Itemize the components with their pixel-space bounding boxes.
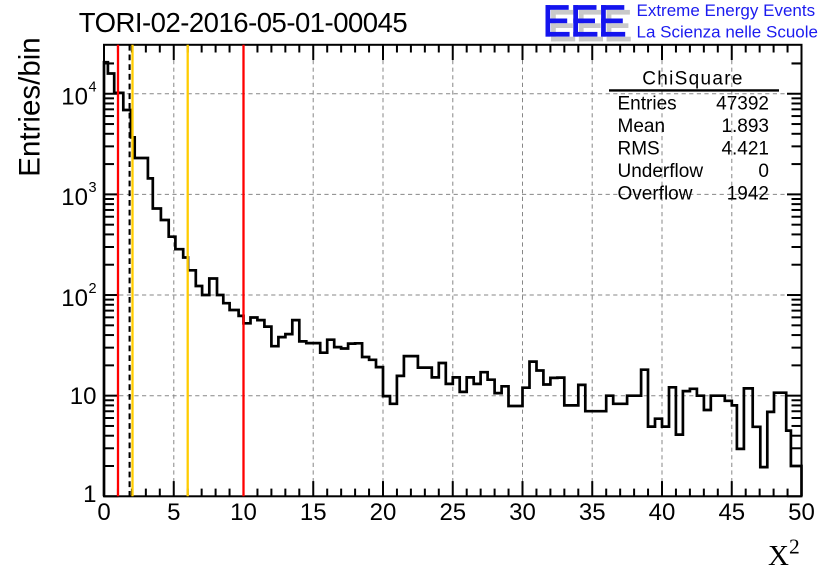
svg-text:2: 2 [89,281,97,297]
svg-text:4: 4 [89,80,97,96]
svg-text:30: 30 [509,499,536,526]
svg-text:1: 1 [83,481,96,508]
svg-text:25: 25 [439,499,466,526]
svg-text:10: 10 [61,285,88,312]
svg-text:47392: 47392 [716,94,769,115]
svg-text:20: 20 [370,499,397,526]
svg-text:Entries: Entries [618,94,677,115]
svg-text:ChiSquare: ChiSquare [642,68,743,89]
svg-text:TORI-02-2016-05-01-00045: TORI-02-2016-05-01-00045 [79,7,408,38]
svg-text:4.421: 4.421 [721,139,769,160]
svg-text:Underflow: Underflow [618,161,704,182]
svg-text:45: 45 [718,499,745,526]
svg-text:Mean: Mean [618,116,666,137]
svg-text:10: 10 [61,184,88,211]
svg-text:40: 40 [649,499,676,526]
svg-text:10: 10 [61,84,88,111]
svg-text:35: 35 [579,499,606,526]
svg-text:5: 5 [167,499,180,526]
svg-text:15: 15 [300,499,327,526]
svg-text:1.893: 1.893 [721,116,769,137]
svg-text:1942: 1942 [727,184,769,205]
svg-text:RMS: RMS [618,139,660,160]
svg-text:3: 3 [89,180,97,196]
svg-text:Overflow: Overflow [618,184,693,205]
svg-text:0: 0 [758,161,769,182]
svg-text:10: 10 [70,383,97,410]
svg-text:0: 0 [97,499,110,526]
svg-text:La Scienza nelle Scuole: La Scienza nelle Scuole [637,23,818,42]
svg-text:50: 50 [788,499,815,526]
svg-text:Entries/bin: Entries/bin [14,37,47,176]
svg-text:10: 10 [230,499,257,526]
svg-text:Extreme Energy Events: Extreme Energy Events [637,1,816,20]
